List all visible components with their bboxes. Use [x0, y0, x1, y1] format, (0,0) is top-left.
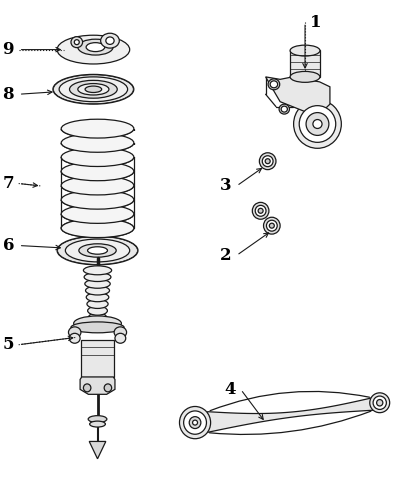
Ellipse shape	[179, 407, 210, 439]
Ellipse shape	[104, 384, 112, 392]
Ellipse shape	[258, 208, 263, 213]
Ellipse shape	[299, 106, 336, 142]
Ellipse shape	[71, 322, 124, 333]
Ellipse shape	[101, 33, 120, 48]
Ellipse shape	[61, 133, 134, 152]
Text: 3: 3	[220, 178, 232, 194]
Ellipse shape	[84, 273, 111, 282]
Ellipse shape	[259, 153, 276, 170]
Ellipse shape	[255, 205, 266, 216]
Ellipse shape	[114, 327, 127, 338]
Ellipse shape	[265, 159, 270, 164]
Ellipse shape	[83, 384, 91, 392]
Ellipse shape	[88, 416, 107, 423]
Ellipse shape	[66, 239, 129, 262]
Ellipse shape	[87, 300, 108, 309]
FancyBboxPatch shape	[57, 174, 138, 186]
Ellipse shape	[290, 71, 320, 82]
Bar	[290, 50, 320, 77]
Ellipse shape	[85, 286, 110, 295]
FancyBboxPatch shape	[57, 202, 138, 214]
Polygon shape	[89, 441, 106, 459]
Polygon shape	[80, 377, 115, 394]
Ellipse shape	[61, 148, 134, 167]
Ellipse shape	[61, 190, 134, 209]
Text: 1: 1	[310, 14, 321, 31]
Ellipse shape	[290, 45, 320, 56]
Ellipse shape	[86, 43, 105, 52]
Ellipse shape	[61, 204, 134, 223]
Ellipse shape	[61, 119, 134, 138]
Ellipse shape	[281, 106, 287, 112]
Ellipse shape	[61, 133, 134, 152]
Ellipse shape	[86, 293, 109, 302]
Ellipse shape	[61, 204, 134, 223]
Polygon shape	[207, 398, 374, 433]
Ellipse shape	[61, 219, 134, 238]
Ellipse shape	[61, 219, 134, 238]
FancyBboxPatch shape	[57, 159, 138, 171]
FancyBboxPatch shape	[57, 145, 138, 157]
Polygon shape	[266, 77, 330, 114]
Ellipse shape	[83, 266, 112, 275]
Ellipse shape	[106, 37, 114, 45]
Ellipse shape	[313, 120, 322, 128]
Ellipse shape	[193, 420, 198, 425]
Ellipse shape	[71, 37, 83, 48]
Ellipse shape	[270, 81, 278, 88]
Ellipse shape	[73, 316, 122, 331]
Ellipse shape	[88, 306, 107, 315]
Ellipse shape	[61, 119, 134, 138]
Ellipse shape	[306, 113, 329, 135]
Ellipse shape	[269, 223, 274, 228]
Ellipse shape	[88, 313, 107, 322]
Ellipse shape	[59, 77, 128, 102]
Ellipse shape	[183, 411, 206, 434]
Text: 6: 6	[2, 237, 14, 254]
Ellipse shape	[90, 421, 105, 427]
Ellipse shape	[61, 190, 134, 209]
Ellipse shape	[69, 333, 80, 343]
Ellipse shape	[57, 35, 129, 64]
Bar	[81, 340, 114, 377]
Ellipse shape	[268, 79, 280, 90]
Ellipse shape	[79, 244, 116, 257]
Ellipse shape	[85, 279, 110, 288]
Ellipse shape	[252, 202, 269, 219]
Ellipse shape	[370, 393, 390, 413]
Ellipse shape	[262, 156, 273, 167]
Ellipse shape	[373, 396, 386, 410]
Text: 2: 2	[220, 247, 232, 264]
FancyBboxPatch shape	[57, 131, 138, 143]
Ellipse shape	[53, 74, 134, 104]
Ellipse shape	[115, 333, 126, 343]
Ellipse shape	[88, 247, 107, 254]
Text: 4: 4	[225, 381, 236, 398]
Ellipse shape	[85, 86, 102, 93]
Text: 7: 7	[2, 175, 14, 192]
Ellipse shape	[264, 217, 280, 234]
Ellipse shape	[61, 148, 134, 167]
Text: 5: 5	[2, 336, 14, 353]
FancyBboxPatch shape	[57, 117, 138, 128]
Ellipse shape	[189, 417, 201, 429]
Ellipse shape	[61, 162, 134, 181]
Ellipse shape	[279, 104, 290, 114]
Ellipse shape	[266, 220, 277, 231]
Ellipse shape	[294, 100, 341, 148]
Ellipse shape	[70, 80, 117, 98]
FancyBboxPatch shape	[57, 188, 138, 200]
Ellipse shape	[74, 40, 79, 45]
Ellipse shape	[78, 84, 109, 95]
Ellipse shape	[61, 162, 134, 181]
Ellipse shape	[57, 236, 138, 265]
Ellipse shape	[61, 176, 134, 195]
Text: 9: 9	[2, 41, 14, 58]
Ellipse shape	[377, 400, 383, 406]
Ellipse shape	[68, 327, 81, 338]
Ellipse shape	[61, 176, 134, 195]
Ellipse shape	[78, 39, 113, 55]
Text: 8: 8	[2, 86, 14, 103]
